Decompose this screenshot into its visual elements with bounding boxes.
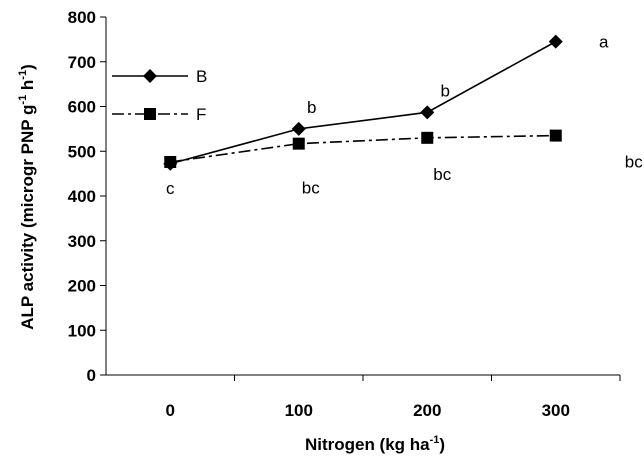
data-point-F — [292, 137, 305, 150]
legend-marker-B — [143, 69, 157, 83]
significance-label: a — [599, 33, 609, 52]
y-axis-label: ALP activity (microgr PNP g-1 h-1) — [17, 64, 37, 330]
legend-marker-F — [144, 108, 156, 120]
y-tick-label: 800 — [68, 8, 96, 27]
x-tick-label: 300 — [542, 401, 570, 420]
y-tick-label: 700 — [68, 53, 96, 72]
x-tick-labels: 0 100 200 300 — [166, 401, 570, 420]
data-point-F — [421, 131, 434, 144]
data-point-F — [164, 155, 177, 168]
y-tick-label: 100 — [68, 321, 96, 340]
legend-label-B: B — [196, 67, 207, 86]
series-group — [163, 34, 563, 171]
significance-label: b — [307, 98, 316, 117]
x-tick-label: 200 — [413, 401, 441, 420]
y-tick-label: 500 — [68, 142, 96, 161]
series-line-B — [170, 40, 557, 165]
y-tick-labels: 0 100 200 300 400 500 600 700 800 — [68, 8, 96, 385]
legend: BF — [112, 67, 207, 124]
significance-label: b — [441, 81, 450, 100]
significance-label: bc — [625, 153, 643, 172]
x-axis-label: Nitrogen (kg ha-1) — [305, 434, 445, 454]
y-tick-label: 200 — [68, 277, 96, 296]
x-tick-label: 100 — [285, 401, 313, 420]
y-tick-label: 600 — [68, 98, 96, 117]
y-tick-label: 400 — [68, 187, 96, 206]
significance-label: c — [166, 179, 175, 198]
significance-label: bc — [433, 165, 451, 184]
x-tick-label: 0 — [166, 401, 175, 420]
series-line-F — [170, 134, 556, 163]
legend-label-F: F — [196, 105, 206, 124]
axes — [100, 16, 621, 381]
data-point-B — [420, 105, 435, 120]
y-tick-label: 300 — [68, 232, 96, 251]
data-point-B — [291, 121, 306, 136]
significance-label: bc — [302, 179, 320, 198]
data-point-B — [548, 34, 563, 49]
significance-labels: c b b a bc bc bc — [166, 33, 643, 198]
y-tick-label: 0 — [87, 366, 96, 385]
data-point-F — [549, 129, 562, 142]
